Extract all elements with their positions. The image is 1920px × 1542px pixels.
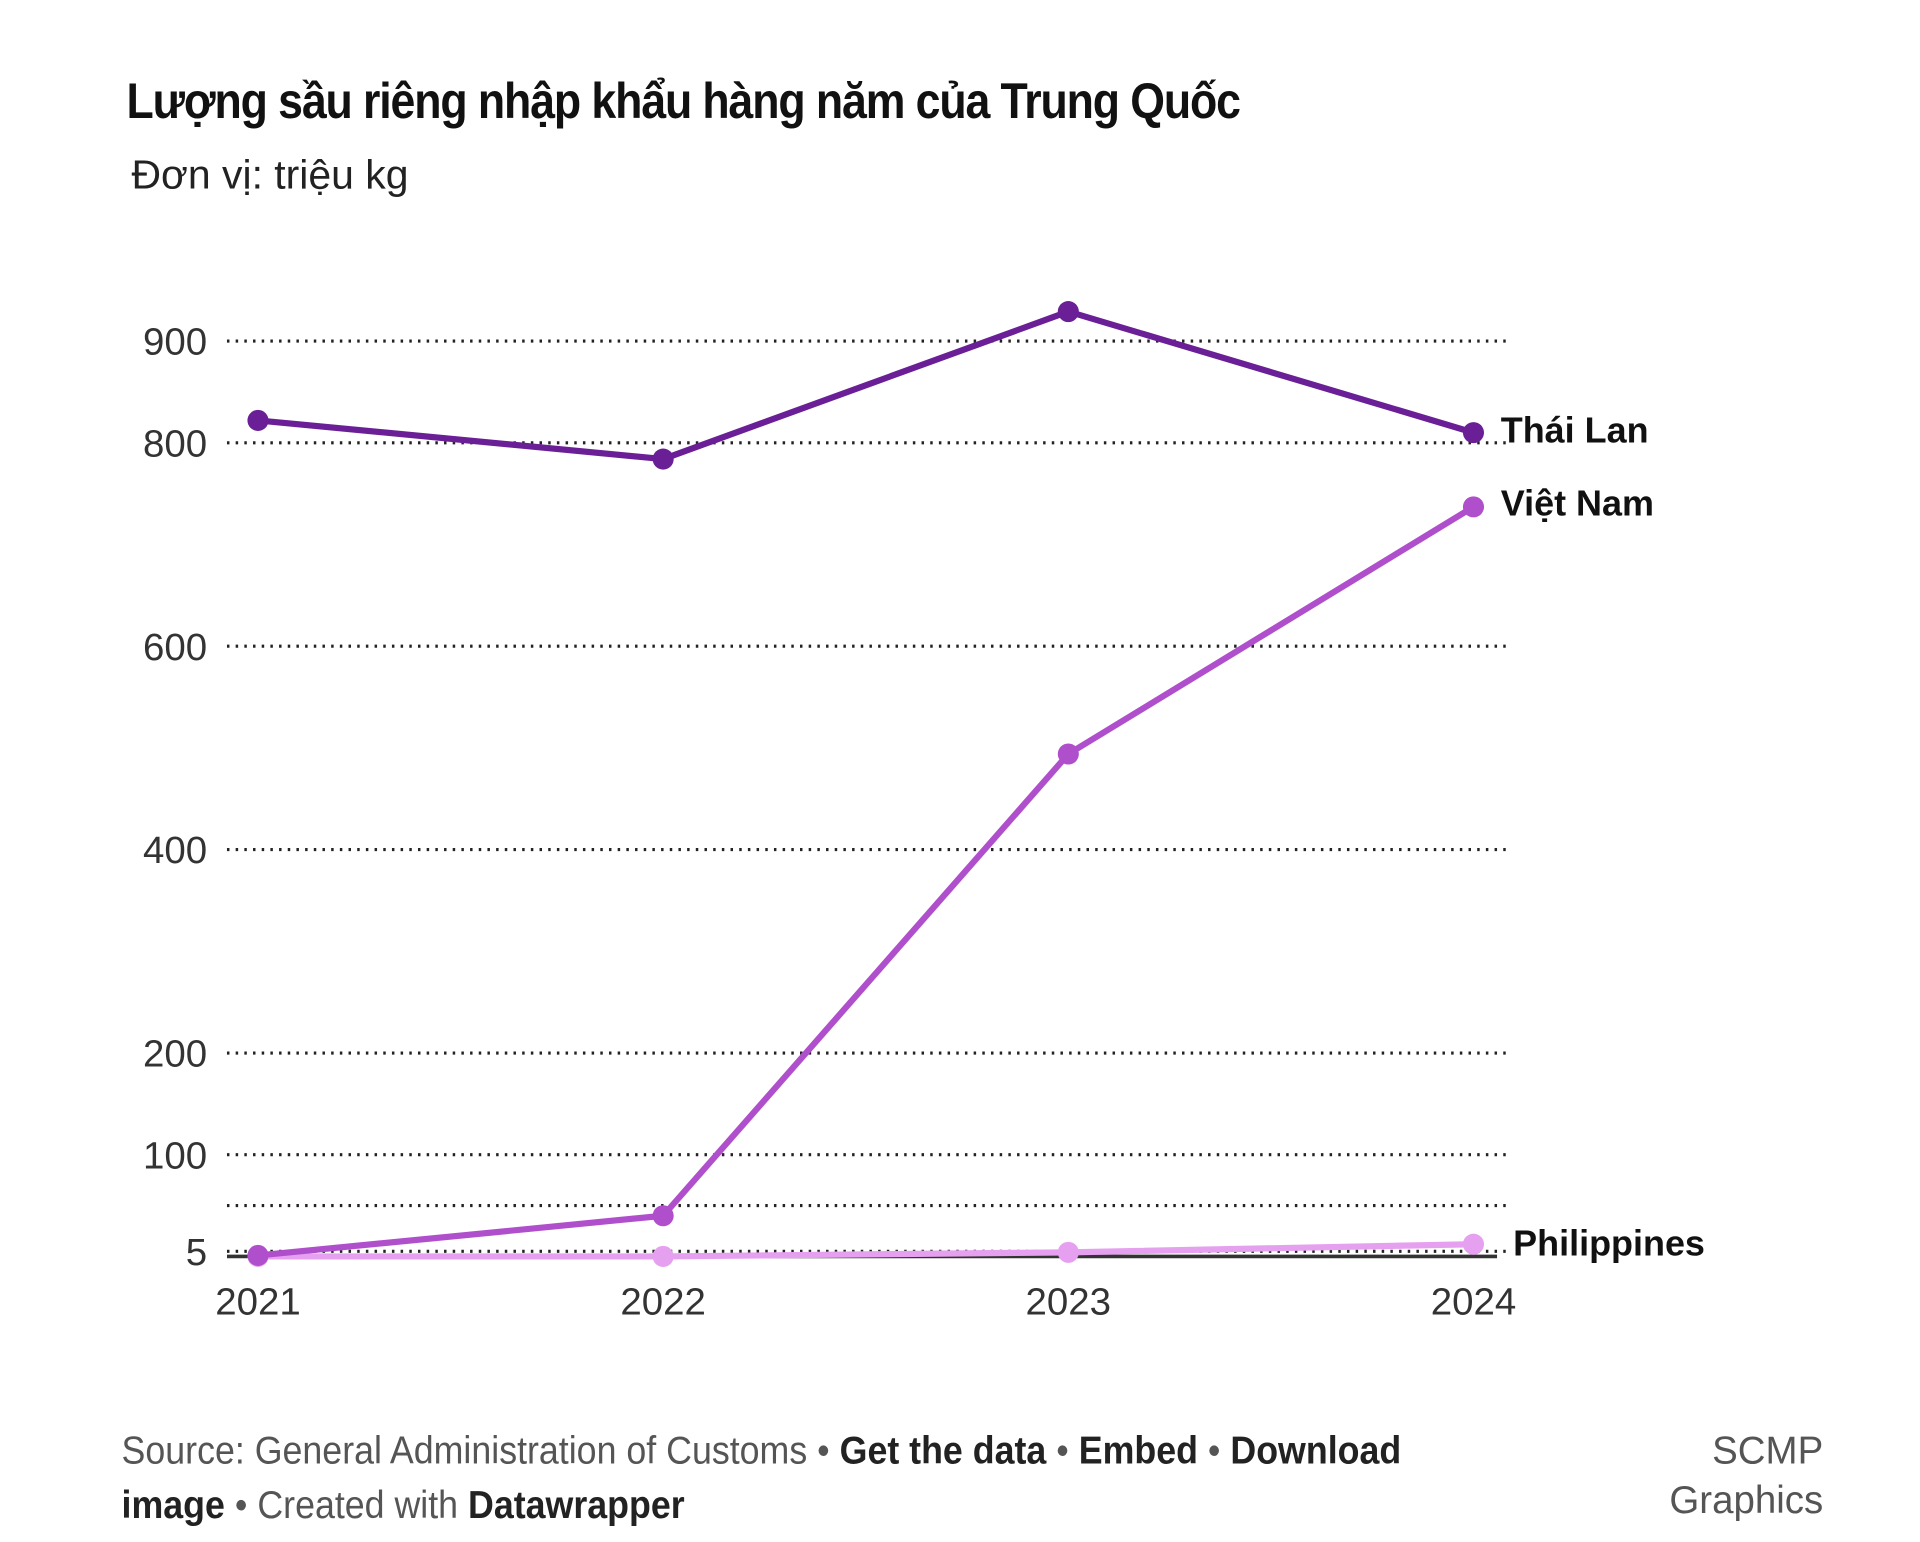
series-line-việt-nam bbox=[257, 504, 1476, 1259]
series-label: Thái Lan bbox=[1501, 410, 1649, 451]
x-tick-label: 2023 bbox=[1026, 1281, 1112, 1324]
data-point bbox=[1462, 496, 1485, 518]
chart-footer: Source: General Administration of Custom… bbox=[122, 1424, 1460, 1533]
y-tick-label: 600 bbox=[143, 626, 207, 669]
y-tick-label: 200 bbox=[143, 1033, 207, 1076]
created-with-text: Created with bbox=[257, 1483, 459, 1527]
y-tick-label: 400 bbox=[143, 829, 207, 872]
credit-line-1: SCMP bbox=[1712, 1428, 1824, 1473]
data-point bbox=[1462, 1233, 1485, 1255]
source-text: Source: General Administration of Custom… bbox=[121, 1428, 808, 1473]
datawrapper-link[interactable]: Datawrapper bbox=[468, 1483, 685, 1527]
separator: • bbox=[234, 1483, 248, 1527]
data-point bbox=[652, 1245, 674, 1267]
download-image-link[interactable]: Download image bbox=[121, 1428, 1402, 1527]
data-point bbox=[1462, 422, 1485, 444]
y-tick-label: 900 bbox=[143, 321, 207, 364]
credit: SCMP Graphics bbox=[1669, 1426, 1823, 1525]
chart-title: Lượng sầu riêng nhập khẩu hàng năm của T… bbox=[126, 74, 1241, 129]
data-point bbox=[247, 1244, 269, 1266]
separator: • bbox=[1056, 1428, 1069, 1473]
data-point bbox=[652, 448, 674, 470]
separator: • bbox=[1207, 1428, 1221, 1473]
x-tick-label: 2022 bbox=[620, 1281, 706, 1324]
data-point bbox=[1057, 743, 1079, 765]
data-point bbox=[652, 1205, 674, 1227]
x-tick-label: 2024 bbox=[1431, 1281, 1517, 1324]
series-line-philippines bbox=[257, 1241, 1474, 1260]
y-tick-label: 100 bbox=[143, 1134, 207, 1177]
y-tick-label: 800 bbox=[143, 422, 207, 465]
series-line-thái-lan bbox=[257, 308, 1475, 463]
series-label: Philippines bbox=[1513, 1222, 1705, 1263]
get-data-link[interactable]: Get the data bbox=[839, 1428, 1047, 1473]
series-label: Việt Nam bbox=[1501, 483, 1654, 524]
embed-link[interactable]: Embed bbox=[1078, 1428, 1198, 1473]
data-point bbox=[1057, 1241, 1079, 1263]
data-point bbox=[247, 409, 269, 431]
x-tick-label: 2021 bbox=[215, 1281, 301, 1324]
data-point bbox=[1057, 301, 1079, 323]
credit-line-2: Graphics bbox=[1669, 1478, 1824, 1522]
chart-subtitle: Đơn vị: triệu kg bbox=[131, 151, 409, 198]
y-tick-label: 5 bbox=[186, 1231, 207, 1274]
separator: • bbox=[817, 1428, 830, 1473]
